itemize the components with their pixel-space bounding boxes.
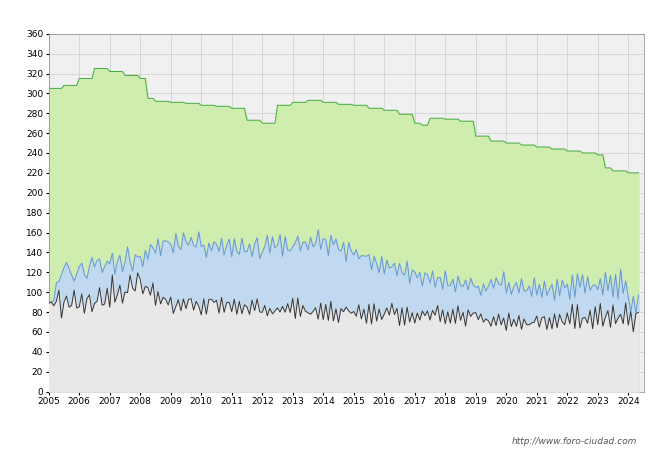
Text: Almadenejos - Evolucion de la poblacion en edad de Trabajar Mayo de 2024: Almadenejos - Evolucion de la poblacion … (101, 10, 549, 23)
Text: http://www.foro-ciudad.com: http://www.foro-ciudad.com (512, 436, 637, 446)
